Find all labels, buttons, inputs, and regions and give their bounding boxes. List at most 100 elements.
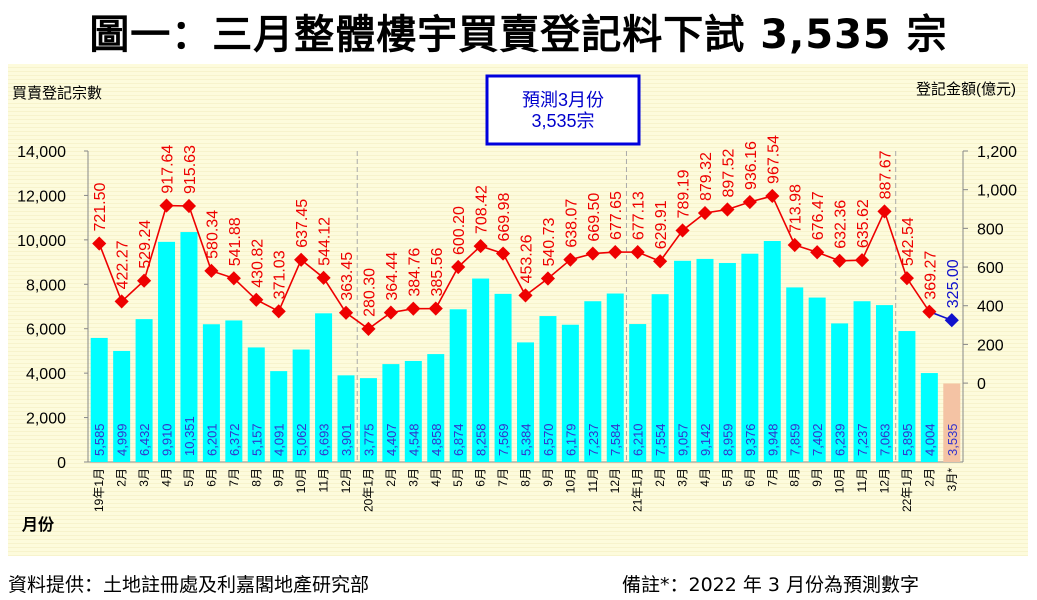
line-point-marker <box>294 252 309 267</box>
bar <box>202 324 220 462</box>
line-point-marker <box>653 254 668 269</box>
line-value-label: 540.73 <box>541 217 558 266</box>
bar <box>359 378 377 462</box>
left-tick-label: 12,000 <box>17 188 66 205</box>
bar-value-label: 7,554 <box>653 423 668 456</box>
x-tick-label: 6月 <box>204 468 218 487</box>
line-point-marker <box>495 246 511 261</box>
bar-value-label: 3,535 <box>945 423 960 456</box>
bar <box>315 313 333 462</box>
bar-value-label: 9,376 <box>743 423 758 456</box>
line-point-marker <box>271 304 286 319</box>
x-tick-label: 7月 <box>765 468 779 487</box>
bar <box>180 232 198 462</box>
line-value-label: 580.34 <box>204 210 221 259</box>
x-tick-label: 10月 <box>563 468 577 493</box>
bar-value-label: 4,858 <box>429 423 444 456</box>
bar <box>270 371 288 462</box>
line-point-marker <box>832 253 847 268</box>
x-tick-label: 2月 <box>115 468 129 487</box>
bar-value-label: 5,157 <box>249 423 264 456</box>
x-tick-label: 11月 <box>317 468 331 492</box>
bar <box>696 258 714 462</box>
bar <box>606 293 624 462</box>
line-point-marker <box>720 202 735 217</box>
line-value-label: 669.98 <box>496 192 513 241</box>
line-value-label: 638.07 <box>563 199 580 248</box>
left-tick-label: 10,000 <box>17 233 66 250</box>
line-point-marker <box>810 245 825 260</box>
bar <box>90 337 108 462</box>
bar-value-label: 4,004 <box>922 423 937 456</box>
x-tick-label: 8月 <box>788 468 802 487</box>
line-value-label: 676.47 <box>810 191 827 240</box>
bar-value-label: 7,237 <box>586 423 601 456</box>
x-tick-label: 12月 <box>608 468 622 493</box>
x-tick-label: 22年1月 <box>900 468 914 512</box>
right-tick-label: 400 <box>977 299 1004 316</box>
right-tick-label: 1,000 <box>977 183 1017 200</box>
x-tick-label: 4月 <box>160 468 174 487</box>
bar <box>292 349 310 462</box>
line-point-marker <box>226 271 241 286</box>
x-tick-label: 5月 <box>182 468 196 487</box>
line-value-label: 677.65 <box>608 191 625 240</box>
bar-value-label: 9,948 <box>765 423 780 456</box>
x-tick-label: 11月 <box>586 468 600 492</box>
left-axis-title: 買賣登記宗數 <box>12 84 102 102</box>
line-value-label: 542.54 <box>900 217 917 266</box>
line-point-marker <box>383 305 398 320</box>
line-value-label: 637.45 <box>294 199 311 248</box>
line-point-marker <box>181 198 197 214</box>
x-tick-label: 6月 <box>743 468 757 487</box>
line-point-marker <box>944 313 959 328</box>
chart-title: 圖一：三月整體樓宇買賣登記料下試 3,535 宗 <box>89 12 948 58</box>
line-value-label: 364.44 <box>384 252 401 301</box>
bar-value-label: 5,384 <box>519 423 534 456</box>
line-point-marker <box>361 321 376 336</box>
bar-value-label: 4,548 <box>406 423 421 456</box>
line-point-marker <box>338 305 354 320</box>
bar-value-label: 5,585 <box>92 423 107 456</box>
x-tick-label: 10月 <box>833 468 847 493</box>
line-point-marker <box>787 237 802 253</box>
bar <box>494 293 512 462</box>
line-point-marker <box>922 304 937 319</box>
right-tick-label: 200 <box>977 337 1004 354</box>
bar <box>741 253 759 462</box>
line-value-label: 453.26 <box>519 234 536 283</box>
left-tick-label: 2,000 <box>26 411 66 428</box>
bar <box>404 360 422 462</box>
x-tick-label: 4月 <box>429 468 443 487</box>
x-tick-label: 8月 <box>519 468 533 487</box>
x-tick-label: 3月 <box>676 468 690 487</box>
bar <box>158 241 176 462</box>
line-value-label: 677.13 <box>631 191 648 240</box>
x-tick-label: 2月 <box>922 468 936 487</box>
bar <box>651 294 669 462</box>
bar-value-label: 7,063 <box>877 423 892 456</box>
line-point-marker <box>765 188 780 204</box>
bar-value-label: 5,062 <box>294 423 309 456</box>
line-point-marker <box>518 288 533 303</box>
forecast-annotation-line2: 3,535宗 <box>531 111 594 131</box>
x-tick-label: 10月 <box>294 468 308 493</box>
x-tick-label: 3月 <box>406 468 420 487</box>
left-tick-label: 6,000 <box>26 322 66 339</box>
line-point-marker <box>854 253 870 268</box>
x-tick-label: 20年1月 <box>361 468 375 512</box>
x-tick-label: 8月 <box>249 468 263 487</box>
line-point-marker <box>608 244 623 260</box>
bar-value-label: 5,895 <box>900 423 915 456</box>
line-point-marker <box>428 301 443 316</box>
line-value-label: 600.20 <box>451 206 468 255</box>
bar <box>875 305 893 462</box>
line-value-label: 280.30 <box>361 268 378 317</box>
line-value-label: 789.19 <box>676 169 693 218</box>
bar <box>449 309 467 462</box>
line-value-label: 632.36 <box>833 200 850 249</box>
line-value-label: 936.16 <box>743 141 760 190</box>
line-value-label: 669.50 <box>586 193 603 242</box>
x-tick-label: 9月 <box>272 468 286 487</box>
x-tick-label: 2月 <box>653 468 667 487</box>
